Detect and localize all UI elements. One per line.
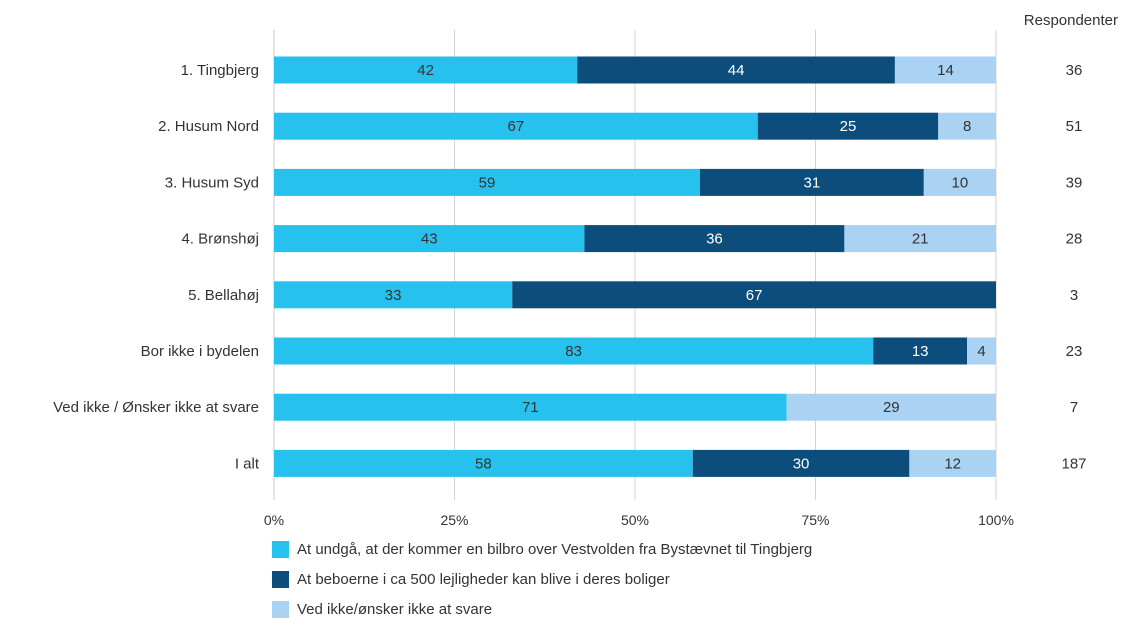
respondents-value: 36 [1066, 62, 1083, 79]
legend-swatch-series-2 [272, 570, 289, 588]
bar-value-label: 83 [565, 343, 582, 360]
respondents-value: 7 [1070, 399, 1078, 416]
category-label: 1. Tingbjerg [181, 62, 259, 79]
legend-swatch-series-3 [272, 600, 289, 618]
bar-value-label: 14 [937, 62, 954, 79]
bar-segment-series-2 [699, 168, 924, 196]
bar-segment-series-2 [757, 112, 939, 140]
bar-value-label: 31 [804, 174, 821, 191]
bar-value-label: 71 [522, 399, 539, 416]
bar-value-label: 58 [475, 455, 492, 472]
bars [274, 56, 996, 477]
category-label: Ved ikke / Ønsker ikke at svare [53, 399, 259, 416]
respondents-header: Respondenter [1023, 12, 1118, 29]
respondents-value: 28 [1066, 231, 1083, 248]
legend-label-series-2: At beboerne i ca 500 lejligheder kan bli… [297, 570, 670, 588]
x-tick-label: 100% [978, 512, 1014, 528]
bar-segment-series-1 [274, 337, 874, 365]
x-tick-label: 50% [621, 512, 649, 528]
bar-value-label: 59 [479, 174, 496, 191]
bar-segment-series-1 [274, 56, 578, 84]
respondents-value: 23 [1066, 343, 1083, 360]
bar-value-label: 36 [706, 231, 723, 248]
bar-segment-series-2 [512, 281, 996, 309]
bar-value-label: 4 [977, 343, 985, 360]
x-tick-label: 25% [440, 512, 468, 528]
respondents-value: 39 [1066, 174, 1083, 191]
bar-segment-series-3 [938, 112, 996, 140]
bar-segment-series-1 [274, 449, 693, 477]
bar-value-label: 43 [421, 231, 438, 248]
bar-segment-series-1 [274, 168, 700, 196]
bar-segment-series-3 [894, 56, 996, 84]
legend: At undgå, at der kommer en bilbro over V… [272, 540, 812, 630]
bar-segment-series-3 [786, 393, 996, 421]
bar-segment-series-3 [844, 225, 996, 253]
legend-item-series-1: At undgå, at der kommer en bilbro over V… [272, 540, 812, 558]
bar-value-label: 44 [728, 62, 745, 79]
bar-value-label: 30 [793, 455, 810, 472]
category-label: I alt [235, 455, 260, 472]
bar-segment-series-2 [584, 225, 845, 253]
bar-value-label: 13 [912, 343, 929, 360]
bar-value-label: 10 [952, 174, 969, 191]
gridlines [273, 30, 997, 500]
category-label: 2. Husum Nord [158, 118, 259, 135]
bar-value-label: 21 [912, 231, 929, 248]
legend-item-series-3: Ved ikke/ønsker ikke at svare [272, 600, 812, 618]
bar-segment-series-3 [967, 337, 996, 365]
category-label: 3. Husum Syd [165, 174, 259, 191]
bar-segment-series-1 [274, 112, 758, 140]
respondents-value: 51 [1066, 118, 1083, 135]
bar-segment-series-2 [577, 56, 895, 84]
bar-value-label: 67 [508, 118, 525, 135]
bar-segment-series-1 [274, 393, 787, 421]
bar-value-label: 67 [746, 287, 763, 304]
legend-swatch-series-1 [272, 540, 289, 558]
bar-segment-series-3 [923, 168, 996, 196]
respondents-value: 3 [1070, 287, 1078, 304]
bar-segment-series-1 [274, 281, 513, 309]
bar-segment-series-2 [873, 337, 968, 365]
category-label: 5. Bellahøj [188, 287, 259, 304]
x-tick-label: 75% [801, 512, 829, 528]
bar-value-label: 33 [385, 287, 402, 304]
bar-value-label: 29 [883, 399, 900, 416]
respondents-value: 187 [1061, 455, 1086, 472]
bar-segment-series-3 [909, 449, 996, 477]
bar-value-label: 25 [840, 118, 857, 135]
bar-segment-series-1 [274, 225, 585, 253]
x-tick-label: 0% [264, 512, 284, 528]
category-label: 4. Brønshøj [181, 231, 259, 248]
legend-label-series-1: At undgå, at der kommer en bilbro over V… [297, 540, 813, 558]
bar-value-label: 8 [963, 118, 971, 135]
legend-label-series-3: Ved ikke/ønsker ikke at svare [297, 600, 493, 618]
labels: 0% 25% 50% 75% 100% 1. Tingbjerg 42 44 14 36 2. Hu… [53, 62, 1086, 528]
bar-value-label: 12 [944, 455, 961, 472]
bar-value-label: 42 [417, 62, 434, 79]
legend-item-series-2: At beboerne i ca 500 lejligheder kan bli… [272, 570, 812, 588]
bar-segment-series-2 [692, 449, 910, 477]
category-label: Bor ikke i bydelen [141, 343, 259, 360]
